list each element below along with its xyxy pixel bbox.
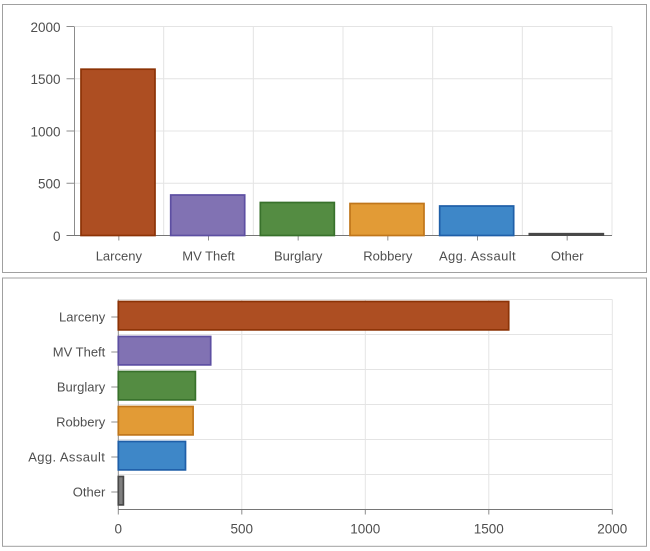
svg-text:Larceny: Larceny bbox=[96, 249, 143, 264]
svg-text:500: 500 bbox=[38, 177, 61, 192]
svg-text:1500: 1500 bbox=[474, 522, 504, 537]
svg-text:1500: 1500 bbox=[30, 72, 60, 87]
svg-text:MV Theft: MV Theft bbox=[182, 249, 235, 264]
svg-text:1000: 1000 bbox=[30, 124, 60, 139]
svg-text:Robbery: Robbery bbox=[363, 249, 413, 264]
svg-text:Burglary: Burglary bbox=[57, 380, 106, 395]
svg-text:0: 0 bbox=[53, 229, 61, 244]
svg-text:Robbery: Robbery bbox=[56, 415, 106, 430]
svg-text:MV Theft: MV Theft bbox=[53, 345, 106, 360]
svg-text:2000: 2000 bbox=[30, 20, 60, 35]
svg-text:1000: 1000 bbox=[350, 522, 380, 537]
svg-text:Other: Other bbox=[73, 485, 106, 500]
svg-text:500: 500 bbox=[231, 522, 254, 537]
svg-text:Agg. Assault: Agg. Assault bbox=[439, 249, 516, 264]
svg-text:Agg. Assault: Agg. Assault bbox=[28, 450, 105, 465]
svg-text:Larceny: Larceny bbox=[59, 310, 106, 325]
svg-text:Other: Other bbox=[551, 249, 584, 264]
svg-text:2000: 2000 bbox=[597, 522, 627, 537]
svg-text:0: 0 bbox=[115, 522, 123, 537]
svg-text:Burglary: Burglary bbox=[274, 249, 323, 264]
